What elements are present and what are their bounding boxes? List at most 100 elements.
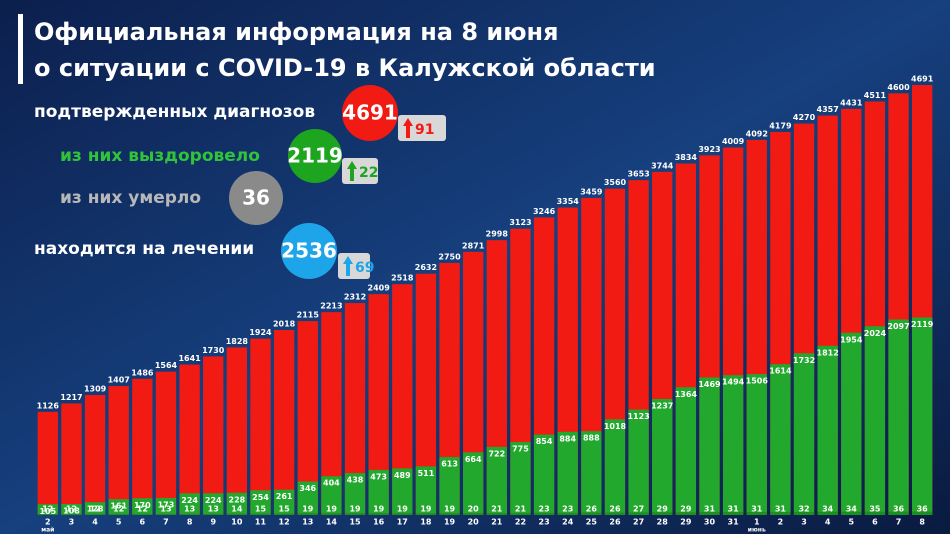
summary-value: 36 [242, 186, 270, 210]
total-label: 4691 [911, 74, 934, 83]
segment-bar [699, 512, 720, 515]
recovered-label: 224 [181, 496, 198, 505]
segment-bar [486, 446, 507, 514]
total-bar [344, 303, 366, 515]
segment-bar [581, 431, 602, 513]
segment-bar [439, 457, 460, 514]
total-label: 3653 [627, 170, 649, 179]
recovered-label: 722 [488, 449, 505, 458]
deaths-label: 31 [704, 505, 716, 514]
total-bar [439, 262, 460, 515]
deaths-label: 32 [798, 505, 809, 514]
x-tick-label: 10 [231, 518, 243, 527]
segment-bar [770, 364, 791, 513]
recovered-label: 1732 [793, 356, 815, 365]
segment-bar [486, 513, 507, 515]
recovered-label: 161 [110, 502, 127, 511]
recovered-label: 105 [39, 507, 56, 516]
segment-bar [84, 502, 106, 514]
deaths-label: 21 [515, 505, 527, 514]
segment-bar [250, 513, 271, 515]
segment-bar [179, 513, 200, 515]
recovered-label: 613 [441, 460, 458, 469]
segment-bar [250, 490, 271, 514]
recovered-label: 2024 [864, 329, 887, 338]
x-tick-label: 7 [896, 518, 902, 527]
segment-bar [841, 332, 862, 512]
x-tick-label: 4 [92, 518, 98, 527]
total-bar [108, 386, 129, 515]
recovered-label: 1506 [746, 377, 769, 386]
total-label: 3834 [675, 153, 698, 162]
summary-circle [229, 171, 283, 225]
segment-bar [628, 409, 649, 513]
recovered-label: 473 [370, 472, 387, 481]
x-tick-label: 13 [302, 518, 313, 527]
recovered-label: 775 [512, 445, 529, 454]
total-bar [463, 251, 484, 515]
segment-bar [533, 512, 555, 515]
deaths-label: 14 [231, 505, 243, 514]
recovered-label: 1469 [698, 380, 721, 389]
recovered-label: 664 [465, 455, 482, 464]
total-label: 1217 [60, 393, 82, 402]
total-bar [368, 294, 389, 515]
total-label: 4357 [817, 105, 839, 114]
segment-bar [392, 513, 413, 515]
deaths-label: 13 [184, 505, 195, 514]
segment-bar [793, 512, 815, 515]
title-line: о ситуации с COVID-19 в Калужской област… [34, 54, 656, 82]
total-bar [415, 273, 437, 515]
total-label: 1309 [84, 385, 107, 394]
segment-bar [463, 452, 484, 514]
x-tick-label: 17 [397, 518, 408, 527]
total-label: 3246 [533, 207, 556, 216]
recovered-label: 1494 [722, 378, 745, 387]
x-tick-label: 29 [680, 518, 692, 527]
total-label: 2871 [462, 241, 485, 250]
recovered-label: 1954 [840, 335, 863, 344]
segment-bar [344, 513, 366, 515]
deaths-label: 12 [137, 505, 148, 514]
deaths-label: 19 [444, 505, 456, 514]
segment-bar [581, 512, 602, 515]
delta-arrow [347, 161, 357, 181]
total-bar [392, 284, 413, 515]
total-label: 1126 [37, 401, 60, 410]
deaths-label: 12 [42, 505, 53, 514]
deaths-label: 36 [917, 505, 929, 514]
segment-bar [841, 511, 862, 515]
x-tick-label: 8 [187, 518, 193, 527]
segment-bar [793, 353, 815, 513]
deaths-label: 34 [822, 505, 834, 514]
recovered-label: 2119 [911, 320, 934, 329]
segment-bar [770, 512, 791, 515]
total-label: 2115 [297, 311, 320, 320]
deaths-label: 13 [160, 505, 171, 514]
total-bar [155, 371, 177, 515]
total-bar [84, 395, 106, 515]
recovered-label: 404 [323, 479, 340, 488]
x-tick-label: 5 [116, 518, 122, 527]
segment-bar [415, 466, 437, 514]
segment-bar [652, 398, 673, 513]
total-label: 4092 [746, 129, 768, 138]
segment-bar [108, 513, 129, 515]
segment-bar [297, 513, 318, 515]
x-tick-label: 28 [657, 518, 669, 527]
x-tick-label: 2 [45, 518, 51, 527]
summary-label: из них умерло [60, 188, 201, 208]
segment-bar [888, 319, 909, 512]
segment-bar [415, 513, 437, 515]
total-bar [132, 378, 153, 515]
recovered-label: 170 [134, 501, 151, 510]
total-label: 3354 [557, 197, 580, 206]
total-bar [297, 321, 318, 515]
recovered-label: 489 [394, 471, 411, 480]
segment-bar [344, 473, 366, 514]
total-bar [226, 347, 248, 515]
total-label: 3459 [580, 187, 603, 196]
segment-bar [155, 497, 177, 514]
segment-bar [888, 511, 909, 515]
